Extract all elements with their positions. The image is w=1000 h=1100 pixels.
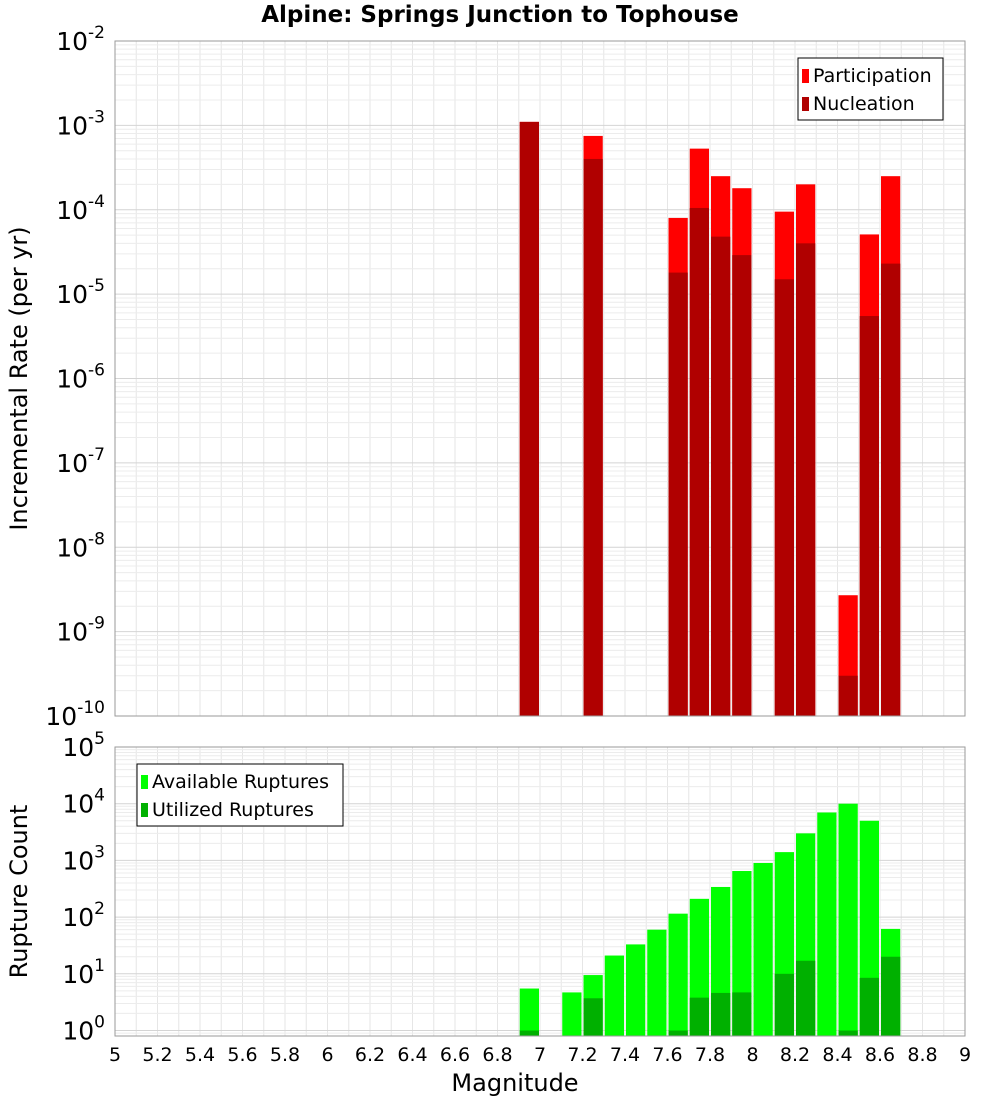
y-tick-label: 10-3 bbox=[56, 107, 105, 140]
bar bbox=[689, 207, 709, 716]
bar bbox=[774, 973, 794, 1036]
legend-swatch bbox=[141, 803, 148, 817]
plot-frame bbox=[114, 40, 966, 717]
grid-lines bbox=[114, 746, 966, 1037]
y-tick-label: 104 bbox=[62, 786, 105, 819]
bar bbox=[668, 913, 688, 1036]
series-nucleation bbox=[519, 121, 901, 717]
legend-box bbox=[797, 57, 944, 121]
bar bbox=[838, 675, 858, 716]
legend-swatch bbox=[802, 97, 809, 111]
bar bbox=[732, 255, 752, 716]
bar bbox=[838, 1030, 858, 1036]
x-tick-label: 6.6 bbox=[440, 1044, 470, 1066]
bar bbox=[711, 992, 731, 1036]
y-tick-label: 10-2 bbox=[56, 23, 105, 56]
bar bbox=[753, 862, 773, 1036]
bar bbox=[626, 944, 646, 1036]
legend-label: Available Ruptures bbox=[152, 771, 329, 793]
legend: Participation Nucleation bbox=[797, 57, 944, 121]
x-tick-label: 8.8 bbox=[907, 1044, 937, 1066]
legend-swatch bbox=[141, 775, 148, 789]
bar bbox=[519, 1030, 539, 1036]
y-axis-title: Incremental Rate (per yr) bbox=[5, 226, 33, 530]
bar bbox=[796, 243, 816, 717]
x-tick-label: 5 bbox=[109, 1044, 121, 1066]
x-tick-label: 5.8 bbox=[270, 1044, 300, 1066]
bar bbox=[881, 263, 901, 716]
legend-label: Participation bbox=[813, 65, 932, 87]
bar bbox=[859, 316, 879, 716]
y-tick-label: 101 bbox=[62, 956, 105, 989]
y-tick-label: 10-4 bbox=[56, 192, 105, 225]
bar bbox=[732, 992, 752, 1036]
x-tick-labels: 5 5.2 5.4 5.6 5.8 6 6.2 6.4 6.6 6.8 7 7.2 7.4 7.6 7.8 8… bbox=[109, 1044, 971, 1066]
bar bbox=[881, 956, 901, 1036]
x-tick-label: 7 bbox=[534, 1044, 546, 1066]
bar bbox=[838, 803, 858, 1036]
x-tick-label: 6.4 bbox=[397, 1044, 427, 1066]
bar bbox=[583, 158, 603, 717]
y-tick-label: 105 bbox=[62, 729, 105, 762]
x-tick-label: 7.4 bbox=[610, 1044, 640, 1066]
legend-swatch bbox=[802, 69, 809, 83]
y-tick-label: 10-9 bbox=[56, 614, 105, 647]
bar bbox=[668, 1030, 688, 1036]
bar bbox=[859, 977, 879, 1036]
y-tick-labels: 100 101 102 103 104 105 bbox=[62, 729, 105, 1046]
x-tick-label: 5.4 bbox=[185, 1044, 215, 1066]
bar bbox=[711, 236, 731, 716]
bar bbox=[817, 812, 837, 1036]
x-tick-label: 7.2 bbox=[567, 1044, 597, 1066]
legend-label: Utilized Ruptures bbox=[152, 799, 314, 821]
bar bbox=[647, 929, 667, 1036]
y-tick-labels: 10-10 10-9 10-8 10-7 10-6 10-5 10-4 10-3 10-2 bbox=[45, 23, 105, 731]
bar bbox=[519, 988, 539, 1036]
x-tick-label: 8.2 bbox=[780, 1044, 810, 1066]
x-tick-label: 9 bbox=[959, 1044, 971, 1066]
y-tick-label: 10-7 bbox=[56, 445, 105, 478]
bar bbox=[562, 992, 582, 1036]
x-tick-label: 8.4 bbox=[822, 1044, 852, 1066]
y-tick-label: 103 bbox=[62, 842, 105, 875]
y-tick-label: 10-10 bbox=[45, 698, 105, 731]
legend-box bbox=[136, 763, 344, 827]
bar bbox=[796, 960, 816, 1036]
y-tick-label: 100 bbox=[62, 1013, 105, 1046]
x-tick-label: 6.8 bbox=[482, 1044, 512, 1066]
x-axis-title: Magnitude bbox=[451, 1069, 578, 1097]
grid-lines bbox=[114, 40, 966, 717]
x-tick-label: 6.2 bbox=[355, 1044, 385, 1066]
y-tick-label: 10-5 bbox=[56, 276, 105, 309]
x-tick-label: 6 bbox=[321, 1044, 333, 1066]
x-tick-label: 8.6 bbox=[865, 1044, 895, 1066]
bar bbox=[774, 279, 794, 716]
x-tick-label: 7.6 bbox=[652, 1044, 682, 1066]
x-tick-label: 8 bbox=[746, 1044, 758, 1066]
bar bbox=[689, 997, 709, 1036]
bar bbox=[668, 272, 688, 716]
x-tick-label: 5.6 bbox=[227, 1044, 257, 1066]
series-utilized-ruptures bbox=[519, 956, 901, 1036]
legend: Available Ruptures Utilized Ruptures bbox=[136, 763, 344, 827]
bar bbox=[604, 955, 624, 1036]
bar bbox=[519, 121, 539, 716]
y-tick-label: 10-8 bbox=[56, 529, 105, 562]
x-tick-label: 5.2 bbox=[142, 1044, 172, 1066]
y-tick-label: 102 bbox=[62, 899, 105, 932]
plot-frame bbox=[114, 746, 966, 1037]
plot-panel-2: 100 101 102 103 104 105 5 5.2 5.4 5.6 5.8 6 6.2 6.4 6.… bbox=[5, 729, 971, 1097]
chart-title: Alpine: Springs Junction to Tophouse bbox=[261, 2, 739, 28]
bar bbox=[583, 998, 603, 1036]
x-tick-label: 7.8 bbox=[695, 1044, 725, 1066]
y-axis-title: Rupture Count bbox=[5, 805, 33, 979]
y-tick-label: 10-6 bbox=[56, 361, 105, 394]
plot-panel-1: 10-10 10-9 10-8 10-7 10-6 10-5 10-4 10-3 10-2 Inc… bbox=[5, 23, 966, 731]
legend-label: Nucleation bbox=[813, 93, 915, 115]
